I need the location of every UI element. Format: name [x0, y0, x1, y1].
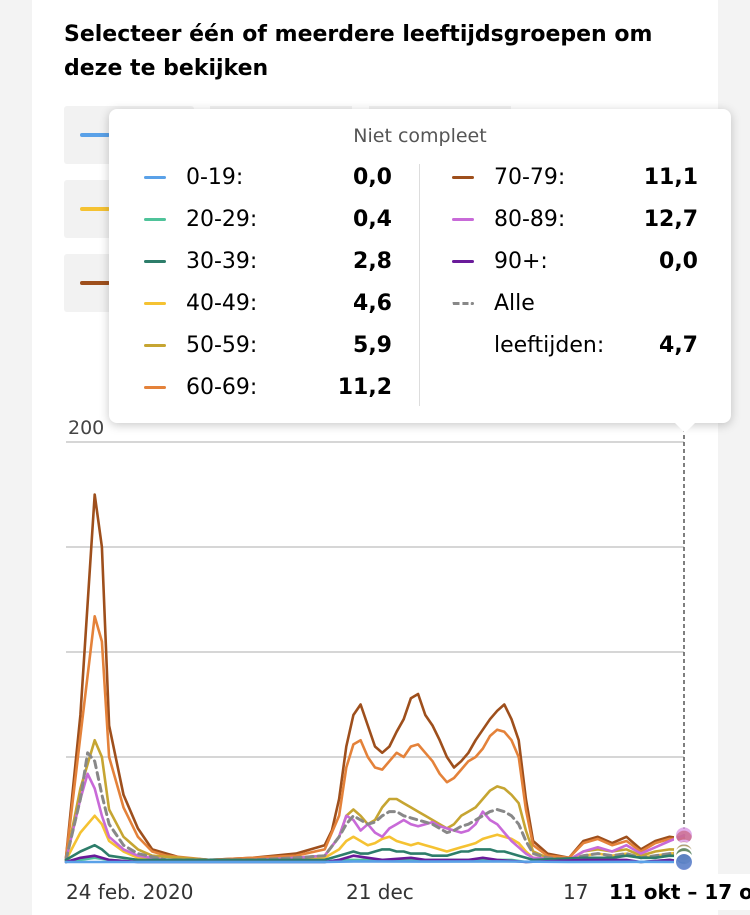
legend-swatch [144, 260, 166, 263]
age-chip-swatch [80, 207, 110, 211]
tooltip-row-60-69: 60-69: 11,2 [144, 367, 392, 409]
hover-marker-80-89 [674, 825, 694, 846]
series-line-70-79 [64, 493, 686, 862]
tooltip-value: 0,0 [659, 249, 698, 274]
tooltip-value: 0,4 [353, 207, 392, 232]
tooltip-label: 90+: [494, 249, 548, 274]
legend-swatch [452, 176, 474, 179]
tooltip-row-all-ages: Alle [452, 283, 698, 325]
tooltip-value: 4,6 [353, 291, 392, 316]
tooltip: Niet compleet 0-19: 0,0 20-29: 0,4 30-39… [109, 109, 731, 423]
tooltip-row-0-19: 0-19: 0,0 [144, 157, 392, 199]
tooltip-title: Niet compleet [353, 125, 487, 147]
y-tick-label: 200 [68, 417, 104, 439]
legend-swatch [452, 260, 474, 263]
tooltip-row-all-ages-value: leeftijden: 4,7 [452, 325, 698, 367]
tooltip-value: 0,0 [353, 165, 392, 190]
legend-swatch [452, 218, 474, 221]
tooltip-label: 70-79: [494, 165, 566, 190]
tooltip-label: leeftijden: [494, 333, 605, 358]
tooltip-value: 4,7 [659, 333, 698, 358]
tooltip-label: 40-49: [186, 291, 258, 316]
legend-swatch [144, 302, 166, 305]
series-line-80-89 [64, 772, 686, 862]
tooltip-label: 0-19: [186, 165, 244, 190]
tooltip-label: 50-59: [186, 333, 258, 358]
age-chip-swatch [80, 133, 110, 137]
tooltip-row-30-39: 30-39: 2,8 [144, 241, 392, 283]
section-heading: Selecteer één of meerdere leeftijdsgroep… [64, 22, 653, 81]
x-tick-label-start: 24 feb. 2020 [66, 880, 194, 904]
series-line-30-39 [64, 843, 686, 862]
tooltip-label: Alle [494, 291, 535, 316]
x-tick-label-end: 17 [563, 880, 589, 904]
tooltip-label: 60-69: [186, 375, 258, 400]
tooltip-label: 30-39: [186, 249, 258, 274]
legend-swatch [144, 176, 166, 179]
legend-swatch-dashed [452, 302, 474, 305]
tooltip-value: 11,2 [337, 375, 392, 400]
tooltip-arrow [674, 422, 696, 433]
tooltip-value: 11,1 [643, 165, 698, 190]
tooltip-row-40-49: 40-49: 4,6 [144, 283, 392, 325]
tooltip-row-80-89: 80-89: 12,7 [452, 199, 698, 241]
legend-swatch [144, 344, 166, 347]
tooltip-label: 20-29: [186, 207, 258, 232]
hover-marker-0-19 [674, 852, 694, 872]
age-chip-swatch [80, 281, 110, 285]
tooltip-value: 12,7 [643, 207, 698, 232]
tooltip-row-70-79: 70-79: 11,1 [452, 157, 698, 199]
legend-swatch [144, 218, 166, 221]
tooltip-row-90-plus: 90+: 0,0 [452, 241, 698, 283]
tooltip-value: 2,8 [353, 249, 392, 274]
tooltip-row-20-29: 20-29: 0,4 [144, 199, 392, 241]
selected-range-label: 11 okt – 17 okt [603, 874, 750, 910]
tooltip-label: 80-89: [494, 207, 566, 232]
series-line-0-19 [64, 860, 686, 864]
tooltip-divider [419, 164, 420, 406]
tooltip-row-50-59: 50-59: 5,9 [144, 325, 392, 367]
x-tick-label-mid: 21 dec [346, 880, 414, 904]
legend-swatch [144, 386, 166, 389]
tooltip-value: 5,9 [353, 333, 392, 358]
